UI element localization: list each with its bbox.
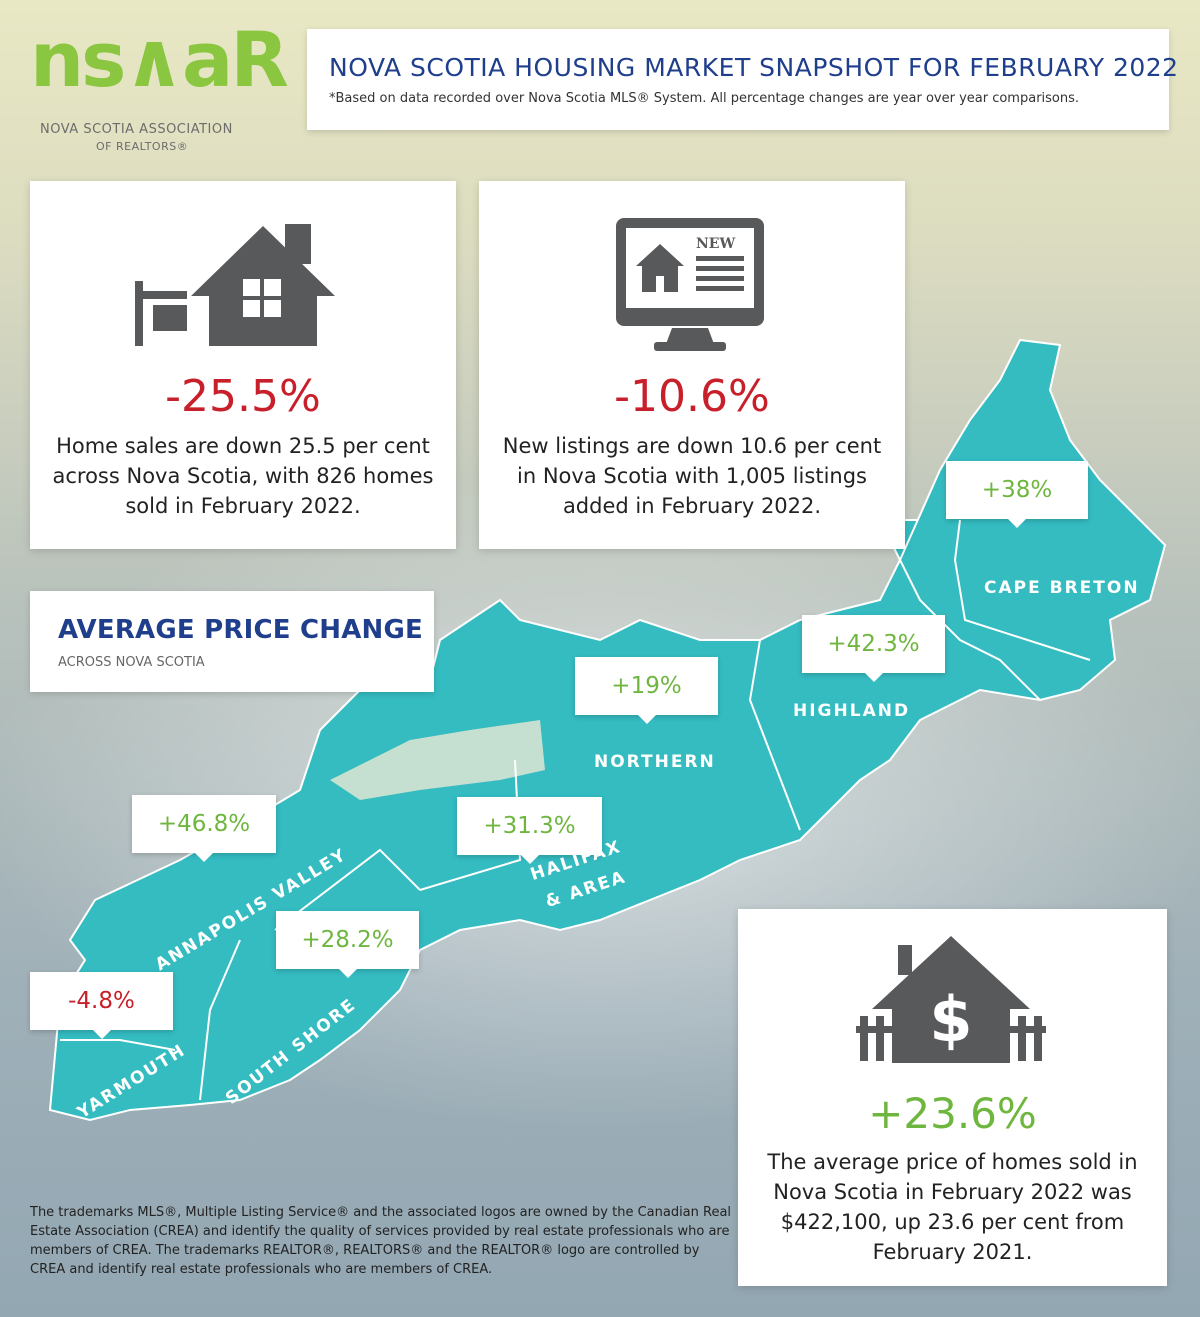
yarmouth-change-bubble: -4.8% xyxy=(30,972,173,1039)
south-shore-change-bubble: +28.2% xyxy=(276,911,419,978)
home-sales-text: Home sales are down 25.5 per cent across… xyxy=(52,434,434,518)
page-title: NOVA SCOTIA HOUSING MARKET SNAPSHOT FOR … xyxy=(329,53,1179,82)
average-price-text: The average price of homes sold in Nova … xyxy=(767,1150,1138,1264)
home-sales-value: -25.5% xyxy=(165,371,321,422)
house-for-sale-icon xyxy=(135,224,335,346)
new-listings-text: New listings are down 10.6 per cent in N… xyxy=(502,434,882,518)
logo-line2: OF REALTORS® xyxy=(96,140,189,153)
cape-breton-shape xyxy=(898,338,1167,702)
annapolis-change: +46.8% xyxy=(157,811,251,837)
monitor-new-listing-icon: NEW xyxy=(616,218,764,351)
header-box: NOVA SCOTIA HOUSING MARKET SNAPSHOT FOR … xyxy=(307,29,1178,130)
home-sales-card: -25.5% Home sales are down 25.5 per cent… xyxy=(30,181,456,549)
cape-breton-change: +38% xyxy=(981,477,1053,503)
yarmouth-change: -4.8% xyxy=(68,988,135,1014)
cape-breton-change-bubble: +38% xyxy=(946,461,1088,528)
highland-label: HIGHLAND xyxy=(793,701,911,721)
new-listings-card: NEW -10.6% New listings are down 10.6 pe… xyxy=(479,181,905,549)
cape-breton-label: CAPE BRETON xyxy=(984,578,1140,598)
average-price-title: AVERAGE PRICE CHANGE xyxy=(58,615,424,645)
trademark-disclaimer: The trademarks MLS®, Multiple Listing Se… xyxy=(30,1205,732,1277)
northern-label: NORTHERN xyxy=(594,752,716,772)
new-listings-value: -10.6% xyxy=(614,371,770,422)
average-price-change-box: AVERAGE PRICE CHANGE ACROSS NOVA SCOTIA xyxy=(30,591,434,692)
dollar-symbol: $ xyxy=(929,983,972,1056)
logo-line1: NOVA SCOTIA ASSOCIATION xyxy=(40,122,233,137)
new-badge: NEW xyxy=(696,236,735,252)
house-dollar-icon: $ xyxy=(856,936,1046,1063)
average-price-subtitle: ACROSS NOVA SCOTIA xyxy=(58,655,205,670)
logo-mark: ns∧aR xyxy=(30,15,289,104)
highland-change: +42.3% xyxy=(827,631,920,657)
annapolis-change-bubble: +46.8% xyxy=(132,795,276,862)
nsar-logo: ns∧aR NOVA SCOTIA ASSOCIATION OF REALTOR… xyxy=(22,22,289,154)
average-price-value: +23.6% xyxy=(868,1089,1037,1138)
highland-change-bubble: +42.3% xyxy=(802,615,945,682)
average-price-card: $ +23.6% The average price of homes sold… xyxy=(738,909,1167,1286)
south-shore-change: +28.2% xyxy=(301,927,394,953)
northern-change-bubble: +19% xyxy=(575,657,718,724)
northern-change: +19% xyxy=(611,673,682,699)
page-subtitle: *Based on data recorded over Nova Scotia… xyxy=(329,91,1080,106)
halifax-change: +31.3% xyxy=(483,813,576,839)
halifax-change-bubble: +31.3% xyxy=(457,797,602,864)
